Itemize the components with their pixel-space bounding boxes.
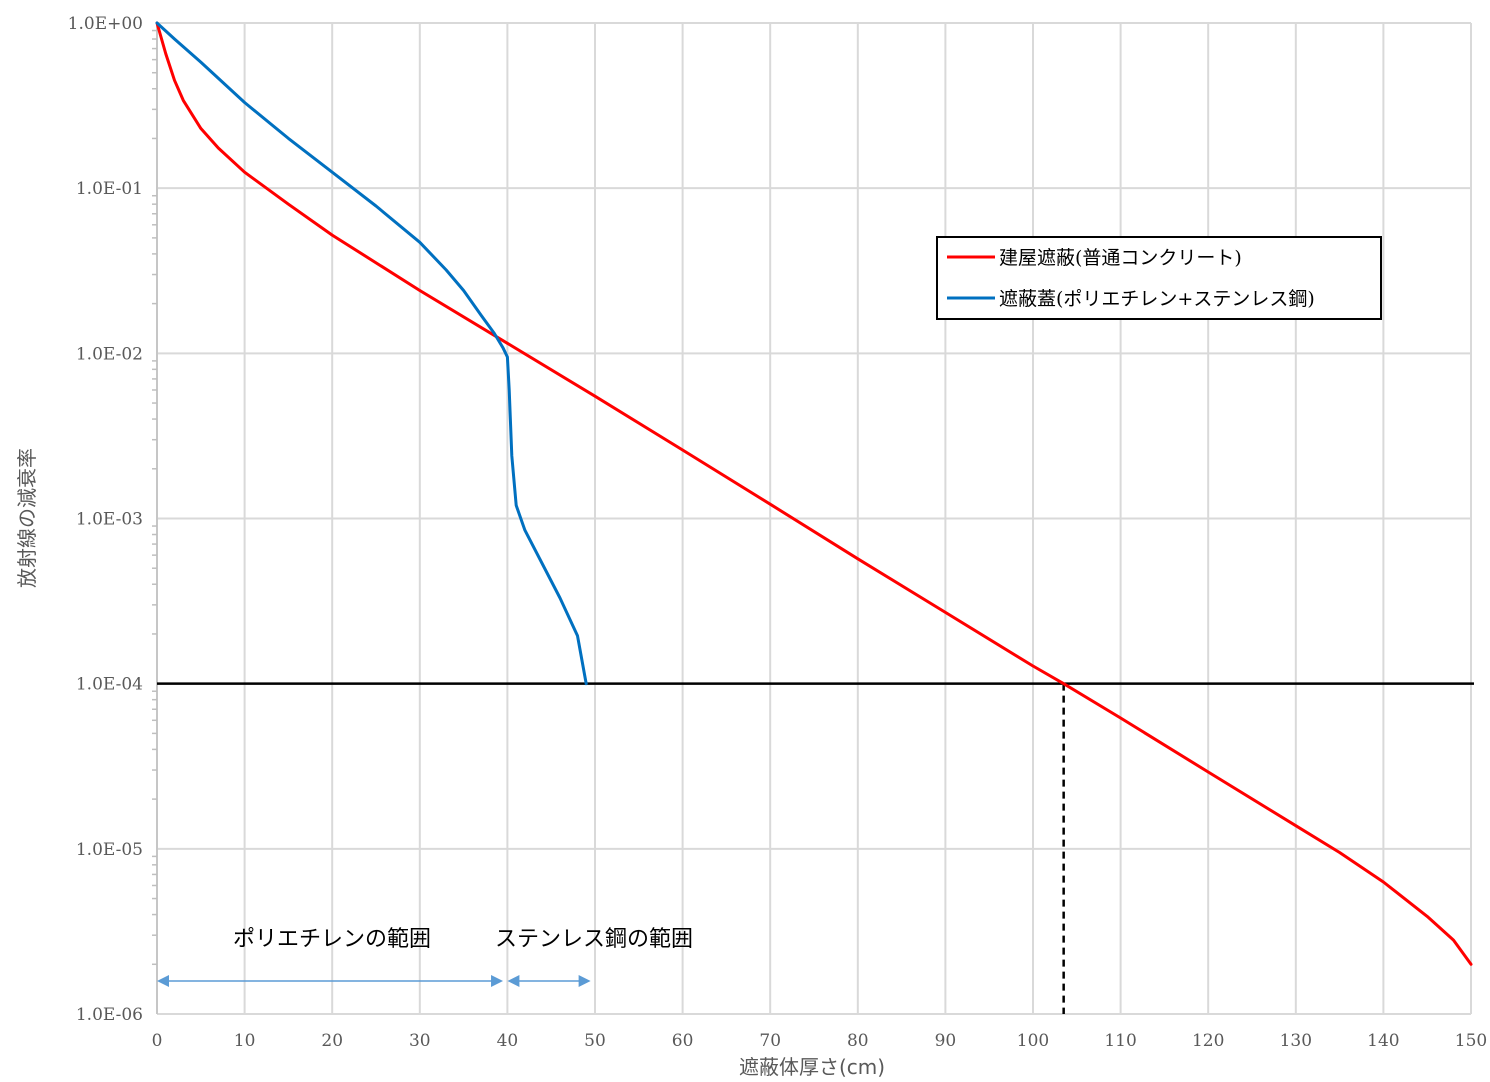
- x-tick-label: 100: [1017, 1031, 1049, 1051]
- polyethylene-range-label: ポリエチレンの範囲: [233, 927, 431, 952]
- legend-label-concrete: 建屋遮蔽(普通コンクリート): [999, 247, 1242, 269]
- series-shield-lid-line: [155, 21, 588, 686]
- x-tick-label: 150: [1455, 1031, 1487, 1051]
- range-arrow-head-left: [157, 975, 169, 987]
- x-tick-label: 70: [759, 1031, 781, 1051]
- range-arrow-head-left: [507, 975, 520, 987]
- y-axis-title: 放射線の減衰率: [15, 448, 39, 588]
- x-tick-label: 40: [497, 1031, 519, 1051]
- x-tick-label: 0: [152, 1031, 163, 1051]
- legend: 建屋遮蔽(普通コンクリート) 遮蔽蓋(ポリエチレン+ステンレス鋼): [936, 236, 1382, 320]
- y-tick-label: 1.0E-01: [76, 179, 143, 199]
- x-tick-label: 60: [672, 1031, 694, 1051]
- y-tick-label: 1.0E-02: [76, 344, 143, 364]
- x-tick-label: 90: [935, 1031, 957, 1051]
- series-concrete-line: [155, 21, 1473, 966]
- x-tick-label: 80: [847, 1031, 869, 1051]
- legend-label-shield-lid: 遮蔽蓋(ポリエチレン+ステンレス鋼): [999, 288, 1315, 310]
- y-tick-label: 1.0E-06: [76, 1005, 143, 1025]
- x-tick-label: 30: [409, 1031, 431, 1051]
- x-tick-label: 130: [1280, 1031, 1312, 1051]
- x-tick-label: 50: [584, 1031, 606, 1051]
- series-lines: [155, 21, 1473, 966]
- reference-lines: [157, 682, 1474, 1014]
- grid-lines: [152, 22, 1472, 1015]
- range-annotations: ポリエチレンの範囲 ステンレス鋼の範囲: [157, 927, 693, 987]
- tick-labels: 0 10 20 30 40 50 60 70 80 90 100 110 120 130 140 150 1.0…: [68, 14, 1488, 1051]
- range-arrow-head-right: [491, 975, 504, 987]
- x-tick-label: 110: [1104, 1031, 1136, 1051]
- x-tick-label: 140: [1367, 1031, 1399, 1051]
- y-tick-label: 1.0E-05: [76, 840, 143, 860]
- y-tick-label: 1.0E-04: [76, 675, 143, 695]
- x-axis-title: 遮蔽体厚さ(cm): [739, 1055, 885, 1079]
- x-tick-label: 20: [321, 1031, 343, 1051]
- x-tick-label: 120: [1192, 1031, 1224, 1051]
- x-tick-label: 10: [234, 1031, 256, 1051]
- legend-frame: [936, 236, 1382, 320]
- range-arrow-head-right: [578, 975, 591, 987]
- y-tick-label: 1.0E-03: [76, 510, 143, 530]
- y-tick-label: 1.0E+00: [68, 14, 143, 34]
- stainless-range-label: ステンレス鋼の範囲: [495, 927, 693, 952]
